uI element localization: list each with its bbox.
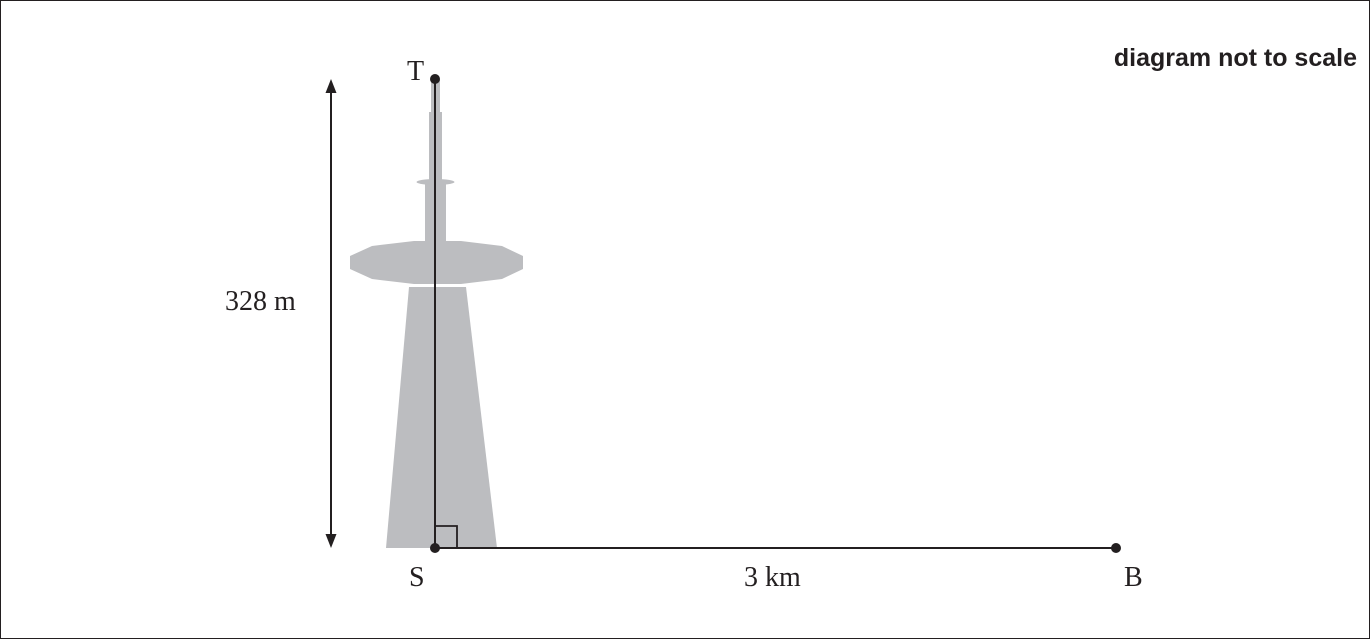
point-b (1111, 543, 1121, 553)
right-angle-marker (435, 525, 458, 548)
label-b: B (1124, 562, 1143, 593)
label-s: S (409, 562, 425, 593)
height-arrow (325, 79, 337, 548)
height-label: 328 m (225, 286, 296, 317)
height-arrow-down-head (325, 534, 337, 548)
point-t (430, 74, 440, 84)
scale-note: diagram not to scale (1113, 44, 1357, 72)
distance-label: 3 km (744, 562, 801, 593)
tower-pod (350, 241, 523, 284)
tower-shaft (386, 287, 497, 548)
tower-silhouette (350, 80, 523, 548)
point-s (430, 543, 440, 553)
height-arrow-up-head (325, 79, 337, 93)
label-t: T (407, 56, 424, 87)
